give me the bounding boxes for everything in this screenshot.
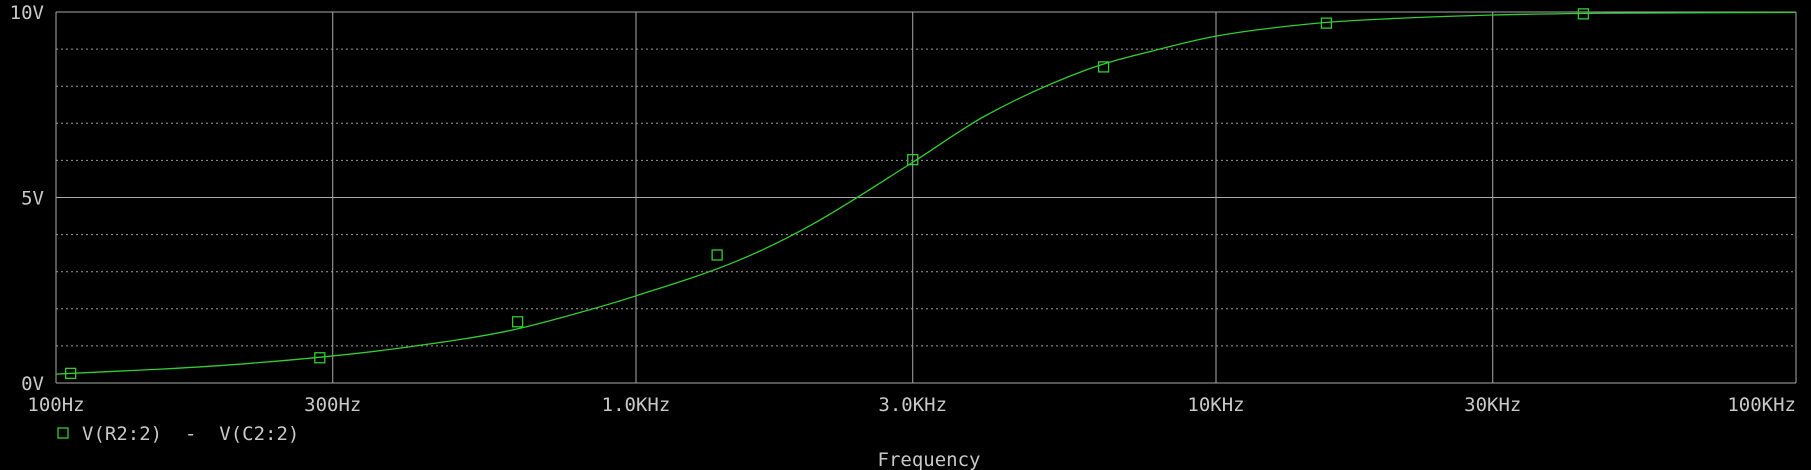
- x-tick-label: 100Hz: [27, 394, 84, 416]
- series-marker: [1577, 8, 1590, 20]
- y-tick-label: 5V: [21, 188, 44, 210]
- y-tick-label: 10V: [10, 2, 44, 24]
- series-marker: [1320, 17, 1333, 29]
- x-tick-label: 300Hz: [304, 394, 361, 416]
- series-line: [55, 11, 1797, 375]
- series-layer: [55, 8, 1797, 380]
- grid: [55, 11, 1797, 384]
- series-marker: [907, 154, 919, 166]
- y-tick-label: 0V: [21, 373, 44, 395]
- x-tick-label: 100KHz: [1727, 394, 1796, 416]
- x-axis-ticks: 100Hz 300Hz 1.0KHz 3.0KHz 10KHz 30KHz 100KHz: [27, 394, 1796, 416]
- series-marker: [711, 249, 723, 261]
- x-tick-label: 1.0KHz: [602, 394, 671, 416]
- legend-marker-square: [57, 427, 69, 439]
- series-marker: [1097, 61, 1110, 73]
- legend-series-label: V(R2:2) - V(C2:2): [82, 423, 299, 445]
- x-axis-label: Frequency: [878, 449, 981, 470]
- series-marker: [511, 316, 524, 328]
- y-axis-ticks: 0V 5V 10V: [10, 2, 44, 395]
- series-marker: [65, 367, 77, 380]
- x-tick-label: 10KHz: [1187, 394, 1244, 416]
- legend: V(R2:2) - V(C2:2): [57, 423, 299, 445]
- x-tick-label: 3.0KHz: [878, 394, 947, 416]
- series-marker: [314, 352, 326, 364]
- x-tick-label: 30KHz: [1464, 394, 1521, 416]
